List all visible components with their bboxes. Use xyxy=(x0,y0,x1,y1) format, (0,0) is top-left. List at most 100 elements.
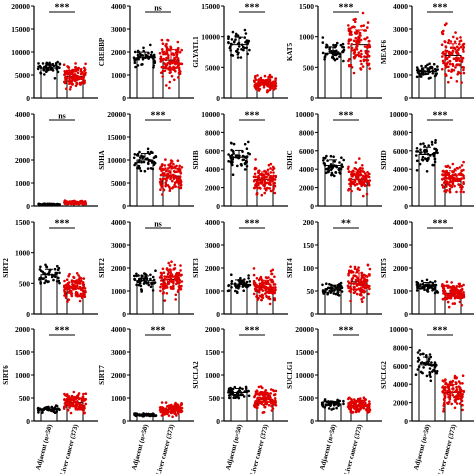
data-point xyxy=(355,45,358,49)
data-point xyxy=(349,31,352,34)
data-point xyxy=(159,177,162,181)
y-tick-label: 4000 xyxy=(111,218,126,227)
data-point xyxy=(354,281,358,285)
data-point xyxy=(448,394,452,398)
data-point xyxy=(153,281,157,284)
data-point xyxy=(447,176,450,180)
data-point xyxy=(444,190,448,194)
data-point xyxy=(165,292,169,295)
data-point xyxy=(227,41,230,44)
data-point xyxy=(145,157,148,161)
data-point xyxy=(433,280,437,283)
y-tick-label: 10000 xyxy=(389,110,408,119)
data-point xyxy=(338,52,342,56)
data-point xyxy=(81,281,85,284)
data-point xyxy=(253,172,257,176)
data-point xyxy=(272,389,276,393)
data-point xyxy=(420,158,424,161)
data-point xyxy=(458,386,462,390)
y-axis-label: SDHB xyxy=(192,150,200,169)
data-point xyxy=(453,406,457,410)
data-point xyxy=(231,163,234,167)
data-point xyxy=(342,59,345,63)
data-point xyxy=(82,392,85,396)
data-point xyxy=(233,385,237,389)
data-point xyxy=(166,38,169,42)
data-point xyxy=(177,410,181,413)
data-point xyxy=(366,171,369,174)
y-tick-label: 500 xyxy=(19,279,31,288)
data-point xyxy=(63,398,66,402)
data-point xyxy=(321,403,325,407)
x-category-label: Liver cancer (373) xyxy=(343,424,363,474)
data-point xyxy=(160,169,163,172)
data-point xyxy=(454,47,457,51)
data-point xyxy=(415,66,419,69)
data-point xyxy=(259,76,263,80)
data-point xyxy=(241,155,245,158)
data-point xyxy=(180,407,183,410)
y-tick-label: 4000 xyxy=(205,165,220,174)
data-point xyxy=(176,48,180,52)
data-point xyxy=(330,165,334,168)
data-point xyxy=(447,80,450,84)
data-point xyxy=(363,55,366,58)
data-point xyxy=(255,277,259,280)
data-point xyxy=(271,178,274,182)
y-axis-label: SIRT7 xyxy=(98,365,106,385)
data-point xyxy=(442,404,446,407)
data-point xyxy=(332,292,336,295)
data-point xyxy=(433,288,437,291)
data-point xyxy=(70,72,73,76)
data-point xyxy=(418,162,422,166)
data-point xyxy=(263,405,267,409)
data-point xyxy=(162,52,165,56)
data-point xyxy=(367,62,371,66)
data-point xyxy=(360,62,363,66)
data-point xyxy=(358,405,362,408)
data-point xyxy=(68,75,72,78)
data-point xyxy=(347,59,350,63)
data-point xyxy=(427,68,431,71)
data-point xyxy=(255,295,258,299)
data-point xyxy=(429,154,432,157)
significance-label: *** xyxy=(339,3,354,14)
data-point xyxy=(168,60,172,63)
data-point xyxy=(146,167,150,170)
data-point xyxy=(459,36,462,39)
data-point xyxy=(175,176,178,179)
data-point xyxy=(350,399,354,402)
data-point xyxy=(152,160,156,164)
data-point xyxy=(366,410,370,414)
data-point xyxy=(68,272,71,276)
data-point xyxy=(80,403,84,407)
data-point xyxy=(420,69,423,72)
data-point xyxy=(330,167,334,170)
data-point xyxy=(419,287,422,290)
data-point xyxy=(164,158,167,161)
y-axis-label: SIRT6 xyxy=(2,365,10,385)
data-point xyxy=(449,76,453,80)
data-point xyxy=(241,150,244,153)
data-point xyxy=(324,53,328,56)
x-category-label: Liver cancer (373) xyxy=(437,424,457,474)
data-point xyxy=(165,51,168,54)
data-point xyxy=(415,147,419,150)
data-point xyxy=(273,275,276,279)
data-point xyxy=(52,64,56,68)
data-point xyxy=(164,408,167,411)
data-point xyxy=(347,272,350,276)
data-point xyxy=(430,286,433,289)
data-point xyxy=(270,75,274,79)
x-category-label: Liver cancer (373) xyxy=(155,424,175,474)
data-point xyxy=(232,156,235,159)
data-point xyxy=(339,43,343,47)
data-point xyxy=(364,51,368,55)
data-point xyxy=(149,55,152,59)
x-category-label: Adjacent (n=50) xyxy=(225,424,244,471)
data-point xyxy=(77,77,81,81)
data-point xyxy=(358,289,362,292)
data-point xyxy=(452,285,456,288)
data-point xyxy=(442,407,446,411)
data-point xyxy=(253,395,256,399)
